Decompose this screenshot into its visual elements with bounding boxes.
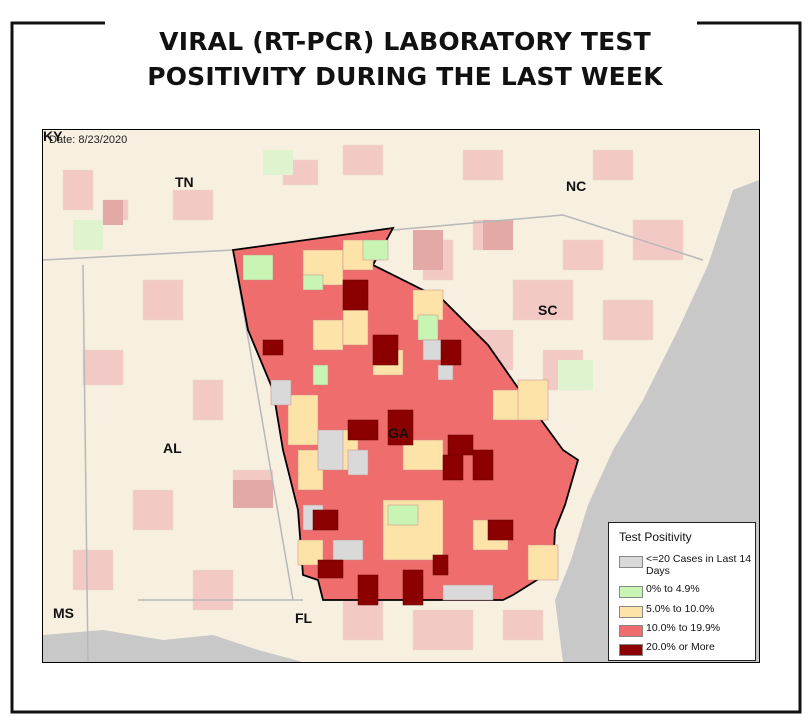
- legend-label: 0% to 4.9%: [646, 583, 700, 595]
- map-legend: Test Positivity <=20 Cases in Last 14 Da…: [608, 522, 756, 661]
- legend-swatch: [619, 556, 643, 568]
- legend-title: Test Positivity: [619, 530, 692, 544]
- legend-label: <=20 Cases in Last 14 Days: [646, 553, 752, 577]
- legend-swatch: [619, 644, 643, 656]
- state-label-nc: NC: [566, 178, 587, 194]
- ga-counties-darkred: [262, 279, 514, 606]
- legend-item: 5.0% to 10.0%: [619, 603, 753, 625]
- legend-item: <=20 Cases in Last 14 Days: [619, 553, 753, 579]
- state-borders: [43, 214, 704, 662]
- legend-label: 10.0% to 19.9%: [646, 622, 721, 634]
- title-line-2: POSITIVITY DURING THE LAST WEEK: [147, 62, 663, 91]
- title-line-1: VIRAL (RT-PCR) LABORATORY TEST: [159, 27, 651, 56]
- state-label-fl: FL: [295, 610, 313, 626]
- page-title: VIRAL (RT-PCR) LABORATORY TEST POSITIVIT…: [110, 24, 700, 94]
- state-label-tn: TN: [175, 174, 194, 190]
- legend-item: 20.0% or More: [619, 641, 753, 663]
- legend-item: 10.0% to 19.9%: [619, 622, 753, 644]
- surrounding-counties-dark: [103, 200, 513, 508]
- legend-item: 0% to 4.9%: [619, 583, 753, 605]
- legend-label: 5.0% to 10.0%: [646, 603, 715, 615]
- state-label-al: AL: [163, 440, 182, 456]
- state-label-sc: SC: [538, 302, 558, 318]
- map-date: Date: 8/23/2020: [49, 134, 128, 146]
- state-label-ms: MS: [53, 605, 74, 621]
- legend-label: 20.0% or More: [646, 641, 715, 653]
- state-label-ga: GA: [388, 425, 409, 441]
- legend-swatch: [619, 606, 643, 618]
- legend-swatch: [619, 625, 643, 637]
- state-label-ky: KY: [43, 129, 63, 144]
- map-panel: Date: 8/23/2020 KY TN NC SC GA AL MS FL: [42, 129, 760, 663]
- legend-swatch: [619, 586, 643, 598]
- map-canvas: [43, 130, 759, 662]
- surrounding-counties-green: [73, 150, 593, 390]
- gulf-water: [43, 630, 303, 662]
